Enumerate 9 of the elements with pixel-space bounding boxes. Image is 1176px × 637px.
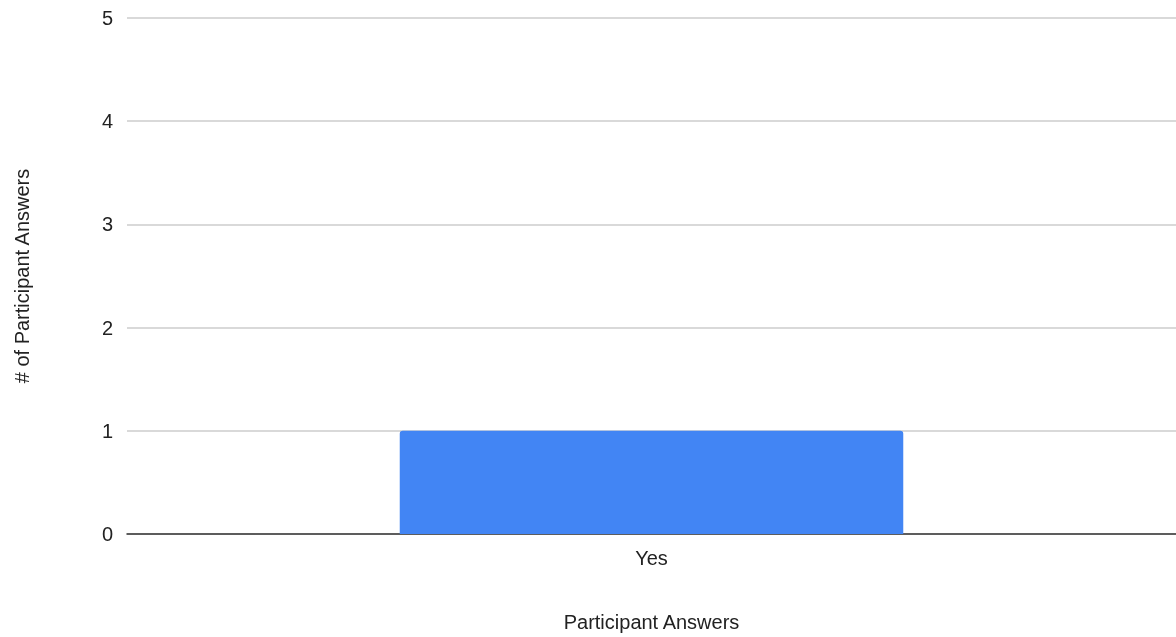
y-tick-label: 2 xyxy=(101,316,113,339)
y-tick-label: 0 xyxy=(101,523,113,545)
y-tick-label: 1 xyxy=(101,419,113,442)
y-axis-title: # of Participant Answers xyxy=(11,168,33,384)
y-tick-label: 4 xyxy=(101,110,113,133)
x-axis-title: Participant Answers xyxy=(563,611,740,633)
y-tick-label: 5 xyxy=(101,7,113,29)
x-tick-label: Yes xyxy=(635,547,668,569)
y-tick-label: 3 xyxy=(101,213,113,236)
